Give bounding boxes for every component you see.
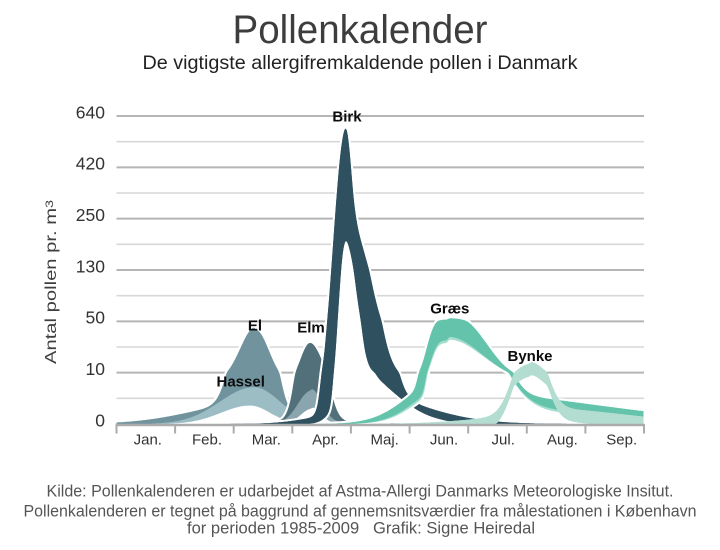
svg-text:Sep.: Sep. <box>606 432 637 449</box>
svg-text:420: 420 <box>76 154 105 174</box>
svg-text:Kilde: Pollenkalenderen er uda: Kilde: Pollenkalenderen er udarbejdet af… <box>47 482 674 501</box>
svg-text:Bynke: Bynke <box>507 348 552 365</box>
svg-text:Pollenkalenderen er tegnet på: Pollenkalenderen er tegnet på baggrund a… <box>24 502 697 521</box>
svg-text:De vigtigste allergifremkalden: De vigtigste allergifremkaldende pollen … <box>143 52 578 74</box>
svg-text:50: 50 <box>86 308 106 328</box>
svg-text:Antal pollen pr. m3: Antal pollen pr. m3 <box>43 200 60 364</box>
svg-text:0: 0 <box>95 410 105 430</box>
svg-text:130: 130 <box>76 256 105 276</box>
svg-text:Græs: Græs <box>430 300 469 317</box>
svg-text:Birk: Birk <box>332 109 362 126</box>
svg-text:Maj.: Maj. <box>371 432 399 449</box>
svg-text:Pollenkalender: Pollenkalender <box>233 8 488 52</box>
svg-text:for perioden 1985-2009 Grafi: for perioden 1985-2009 Grafik: Signe Hei… <box>187 519 535 538</box>
svg-text:Apr.: Apr. <box>312 432 339 449</box>
svg-text:Jan.: Jan. <box>134 432 162 449</box>
svg-text:Jun.: Jun. <box>430 432 458 449</box>
svg-text:640: 640 <box>76 102 105 122</box>
svg-text:Hassel: Hassel <box>217 374 265 391</box>
svg-text:250: 250 <box>76 205 105 225</box>
svg-text:Aug.: Aug. <box>547 432 578 449</box>
svg-text:Jul.: Jul. <box>492 432 515 449</box>
svg-text:Mar.: Mar. <box>252 432 281 449</box>
svg-text:10: 10 <box>86 359 106 379</box>
svg-text:El: El <box>248 318 262 335</box>
svg-text:Elm: Elm <box>297 320 325 337</box>
svg-text:Feb.: Feb. <box>192 432 222 449</box>
